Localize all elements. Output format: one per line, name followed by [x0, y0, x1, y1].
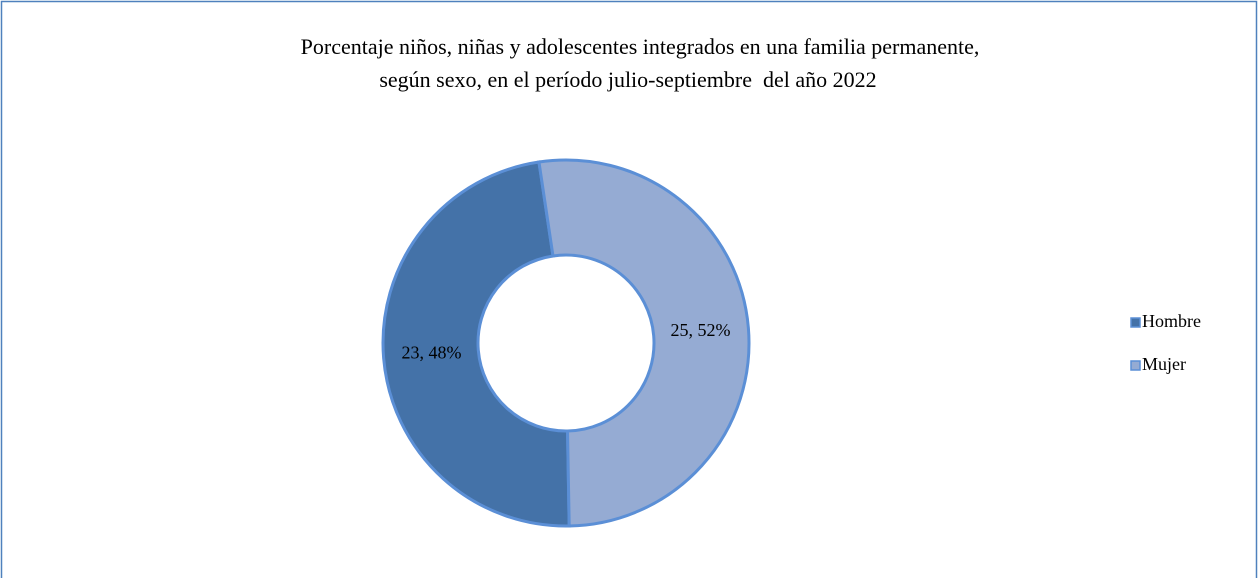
donut-slice	[537, 158, 751, 528]
legend-swatch	[1130, 360, 1141, 371]
chart-title: según sexo, en el período julio-septiemb…	[379, 67, 876, 92]
donut-slice	[381, 160, 571, 528]
legend-label: Hombre	[1142, 311, 1201, 331]
legend-swatch	[1130, 317, 1141, 328]
chart-title: Porcentaje niños, niñas y adolescentes i…	[301, 34, 980, 59]
legend-label: Mujer	[1142, 354, 1186, 374]
data-label: 23, 48%	[401, 342, 461, 362]
data-label: 25, 52%	[671, 320, 731, 340]
